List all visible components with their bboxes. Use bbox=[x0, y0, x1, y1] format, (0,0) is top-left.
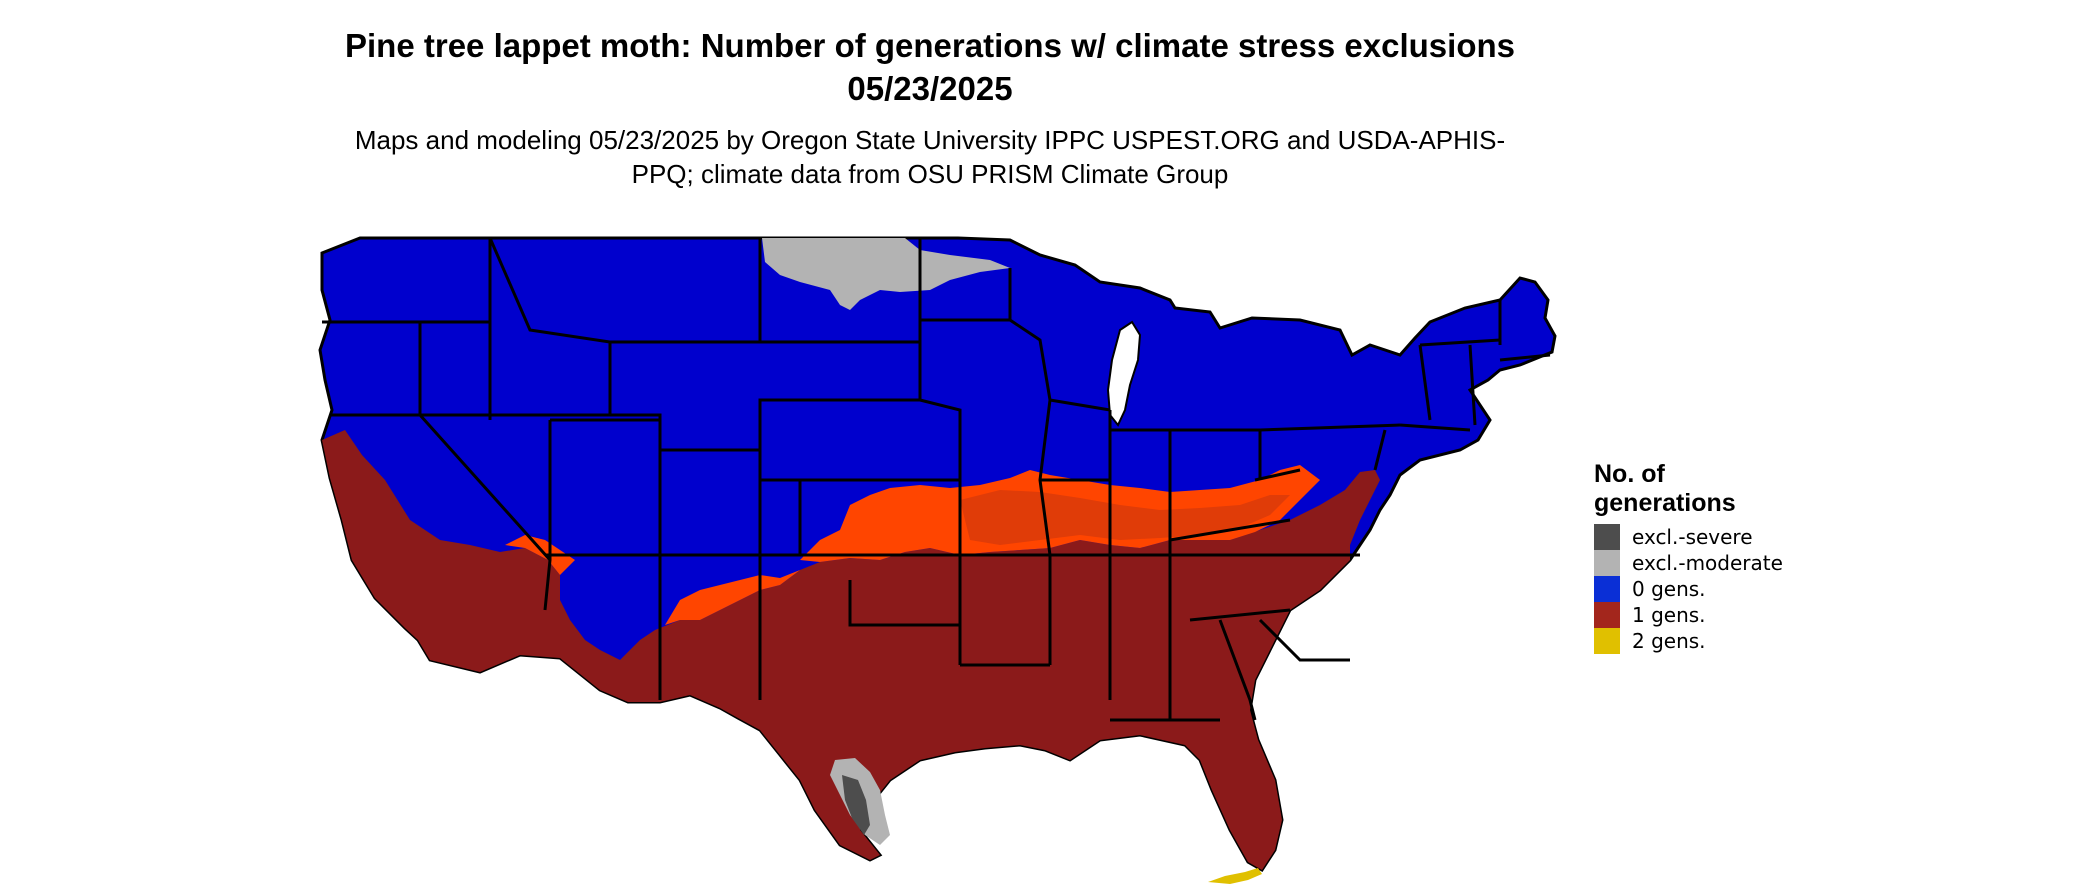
legend-swatch bbox=[1594, 550, 1620, 576]
legend-label: 2 gens. bbox=[1632, 629, 1706, 653]
region-excl-severe-texas bbox=[842, 775, 870, 835]
region-transition-west bbox=[665, 570, 800, 625]
region-one-generation bbox=[322, 430, 1380, 870]
legend-item-zero-gens: 0 gens. bbox=[1594, 576, 1894, 602]
map-title: Pine tree lappet moth: Number of generat… bbox=[345, 27, 1515, 107]
legend-swatch bbox=[1594, 576, 1620, 602]
state-borders bbox=[322, 237, 1551, 722]
lake-michigan bbox=[1106, 320, 1142, 427]
map-legend: No. of generations excl.-severe excl.-mo… bbox=[1594, 460, 1894, 654]
legend-label: 1 gens. bbox=[1632, 603, 1706, 627]
map-subtitle: Maps and modeling 05/23/2025 by Oregon S… bbox=[354, 125, 1506, 189]
region-excl-moderate-north bbox=[762, 238, 1010, 310]
legend-item-excl-moderate: excl.-moderate bbox=[1594, 550, 1894, 576]
legend-label: excl.-severe bbox=[1632, 525, 1753, 549]
region-two-gens-keys bbox=[1208, 868, 1262, 884]
legend-item-two-gens: 2 gens. bbox=[1594, 628, 1894, 654]
legend-label: 0 gens. bbox=[1632, 577, 1706, 601]
legend-swatch bbox=[1594, 628, 1620, 654]
legend-item-one-gens: 1 gens. bbox=[1594, 602, 1894, 628]
legend-title: No. of generations bbox=[1594, 460, 1736, 517]
legend-swatch bbox=[1594, 524, 1620, 550]
legend-label: excl.-moderate bbox=[1632, 551, 1783, 575]
region-transition-southwest bbox=[505, 535, 575, 575]
legend-item-excl-severe: excl.-severe bbox=[1594, 524, 1894, 550]
legend-swatch bbox=[1594, 602, 1620, 628]
